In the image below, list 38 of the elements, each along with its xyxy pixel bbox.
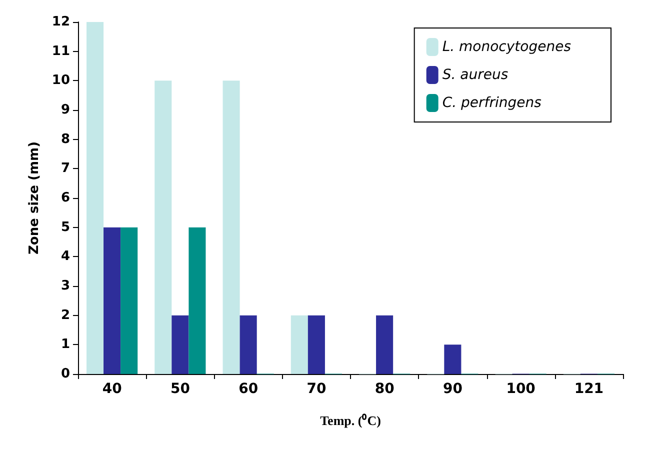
bar: [290, 315, 308, 374]
x-tick-label: 90: [442, 381, 463, 397]
y-tick-label: 9: [60, 102, 70, 118]
legend-label: L. monocytogenes: [442, 39, 572, 55]
bar: [104, 227, 121, 374]
x-tick-label: 100: [506, 381, 536, 397]
x-tick-label: 70: [306, 381, 326, 397]
bar: [376, 315, 394, 374]
x-tick-label: 121: [574, 381, 604, 397]
bar: [120, 227, 138, 374]
bar: [172, 315, 189, 374]
legend-label: C. perfringens: [442, 95, 542, 111]
y-tick-label: 1: [60, 337, 70, 352]
legend-label: S. aureus: [442, 67, 508, 83]
y-axis-title: Zone size (mm): [27, 141, 42, 255]
x-tick-label: 60: [238, 381, 258, 397]
bar: [240, 315, 257, 374]
bar: [222, 80, 240, 374]
x-tick-label: 40: [102, 381, 122, 397]
x-tick-label: 80: [374, 381, 395, 397]
y-tick-label: 0: [60, 366, 70, 382]
y-tick-label: 7: [60, 161, 70, 176]
y-tick-label: 3: [60, 278, 70, 294]
bar: [308, 315, 325, 374]
y-tick-label: 11: [52, 44, 70, 59]
y-tick-label: 4: [60, 249, 70, 264]
bar: [444, 344, 462, 374]
bar: [86, 22, 104, 374]
y-tick-label: 6: [60, 190, 70, 206]
bar: [154, 80, 172, 374]
y-tick-label: 10: [52, 73, 70, 88]
y-tick-label: 8: [60, 132, 70, 147]
bar: [188, 227, 206, 374]
y-tick-label: 2: [60, 308, 70, 323]
y-tick-label: 12: [52, 14, 70, 30]
x-tick-label: 50: [170, 381, 190, 397]
y-tick-label: 5: [60, 220, 70, 235]
x-axis-title: Temp. (⁰C): [320, 413, 381, 428]
